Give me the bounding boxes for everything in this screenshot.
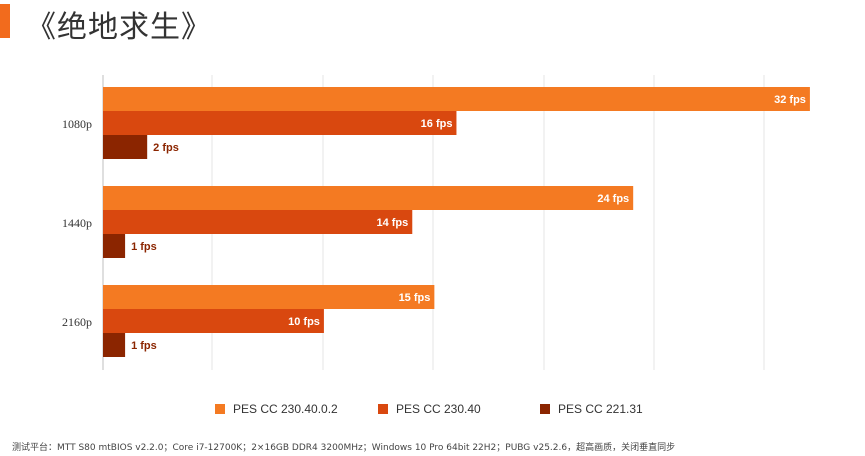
- legend-item-series-2: PES CC 230.40: [378, 402, 481, 416]
- legend-swatch-series-1: [215, 404, 225, 414]
- data-label-1080p-series-2: 16 fps: [421, 118, 453, 130]
- data-label-1080p-series-1: 32 fps: [774, 94, 806, 106]
- bar-1440p-series-3: [103, 234, 126, 258]
- data-label-1440p-series-3: 1 fps: [131, 241, 157, 253]
- data-label-2160p-series-3: 1 fps: [131, 340, 157, 352]
- category-label-1440p: 1440p: [62, 216, 92, 230]
- legend-swatch-series-3: [540, 404, 550, 414]
- category-label-1080p: 1080p: [62, 117, 92, 131]
- legend-item-series-1: PES CC 230.40.0.2: [215, 402, 338, 416]
- data-label-1080p-series-3: 2 fps: [153, 142, 179, 154]
- legend-item-series-3: PES CC 221.31: [540, 402, 643, 416]
- bar-2160p-series-3: [103, 333, 126, 357]
- data-label-2160p-series-2: 10 fps: [288, 316, 320, 328]
- bar-1440p-series-2: [103, 210, 413, 234]
- bar-2160p-series-1: [103, 285, 435, 309]
- data-label-1440p-series-1: 24 fps: [597, 193, 629, 205]
- data-label-1440p-series-2: 14 fps: [376, 217, 408, 229]
- category-label-2160p: 2160p: [62, 315, 92, 329]
- legend-swatch-series-2: [378, 404, 388, 414]
- chart-title: 《绝地求生》: [26, 10, 212, 45]
- legend-label-series-2: PES CC 230.40: [396, 402, 481, 416]
- legend-label-series-1: PES CC 230.40.0.2: [233, 402, 338, 416]
- bar-2160p-series-2: [103, 309, 324, 333]
- chart-legend: PES CC 230.40.0.2 PES CC 230.40 PES CC 2…: [0, 402, 865, 422]
- test-platform-footnote: 测试平台：MTT S80 mtBIOS v2.2.0；Core i7-12700…: [12, 443, 676, 453]
- title-accent-bar: [0, 4, 10, 38]
- bar-1080p-series-1: [103, 87, 810, 111]
- legend-label-series-3: PES CC 221.31: [558, 402, 643, 416]
- bar-1440p-series-1: [103, 186, 634, 210]
- bar-1080p-series-3: [103, 135, 148, 159]
- bar-1080p-series-2: [103, 111, 457, 135]
- data-label-2160p-series-1: 15 fps: [399, 292, 431, 304]
- bar-chart: 1080p 32 fps 16 fps 2 fps 1440p 24 fps 14 fps 1…: [62, 75, 810, 370]
